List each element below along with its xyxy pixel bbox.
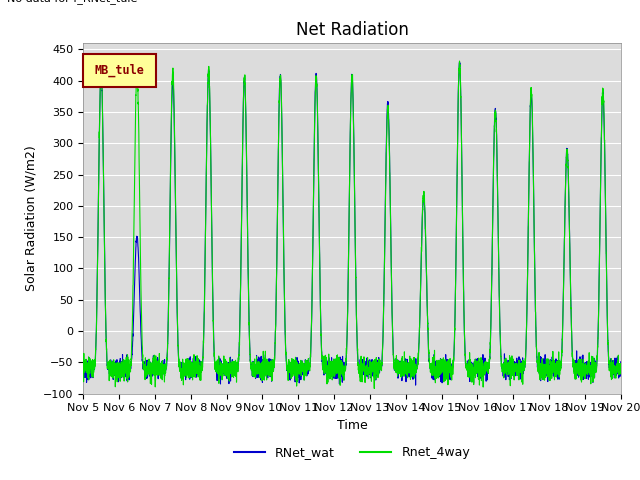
RNet_wat — [332, 364, 340, 370]
Rnet_4way — [472, 360, 480, 366]
Rnet_4way — [371, 385, 378, 391]
Rnet_4way — [176, 369, 184, 374]
Text: MB_tule: MB_tule — [94, 63, 144, 77]
Rnet_4way — [503, 365, 511, 371]
Legend: RNet_wat, Rnet_4way: RNet_wat, Rnet_4way — [229, 442, 475, 465]
Rnet_4way — [617, 368, 625, 373]
Line: RNet_wat: RNet_wat — [83, 62, 621, 385]
Text: No data for f_RNet_tule: No data for f_RNet_tule — [7, 0, 137, 4]
RNet_wat — [503, 362, 511, 368]
RNet_wat — [456, 59, 463, 65]
Rnet_4way — [443, 362, 451, 368]
FancyBboxPatch shape — [83, 54, 156, 87]
Y-axis label: Solar Radiation (W/m2): Solar Radiation (W/m2) — [24, 145, 38, 291]
Rnet_4way — [616, 368, 624, 373]
Line: Rnet_4way: Rnet_4way — [83, 61, 621, 388]
Rnet_4way — [456, 58, 463, 64]
RNet_wat — [617, 359, 625, 365]
RNet_wat — [79, 358, 87, 364]
RNet_wat — [616, 365, 624, 371]
RNet_wat — [176, 366, 184, 372]
Rnet_4way — [79, 369, 87, 375]
X-axis label: Time: Time — [337, 419, 367, 432]
Rnet_4way — [332, 369, 340, 375]
RNet_wat — [443, 362, 451, 368]
Title: Net Radiation: Net Radiation — [296, 21, 408, 39]
RNet_wat — [472, 365, 480, 371]
RNet_wat — [412, 382, 419, 388]
